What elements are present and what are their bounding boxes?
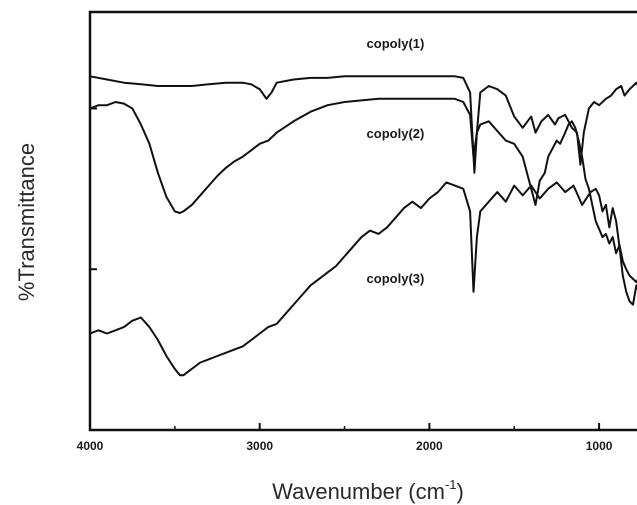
series-line-3: [89, 181, 637, 377]
x-axis-ticks: 4000 3000 2000 1000: [77, 423, 613, 453]
series-line-2: [89, 97, 637, 284]
series-label-2: copoly(2): [367, 126, 425, 141]
x-tick-label: 3000: [246, 439, 273, 453]
y-axis-title: %Transmittance: [14, 143, 39, 301]
series-line-1: [89, 75, 637, 174]
plot-frame: [88, 10, 637, 432]
series-lines: [89, 75, 637, 377]
series-label-1: copoly(1): [367, 36, 425, 51]
x-tick-label: 4000: [77, 439, 104, 453]
x-tick-label: 1000: [586, 439, 613, 453]
x-axis-title-close: ): [457, 479, 464, 504]
x-tick-label: 2000: [416, 439, 443, 453]
x-axis-title-superscript: -1: [445, 477, 457, 492]
series-label-3: copoly(3): [367, 271, 425, 286]
series-labels: copoly(1) copoly(2) copoly(3): [367, 36, 425, 286]
x-axis-title: Wavenumber (cm-1): [272, 477, 464, 504]
x-axis-title-main: Wavenumber (cm: [272, 479, 445, 504]
